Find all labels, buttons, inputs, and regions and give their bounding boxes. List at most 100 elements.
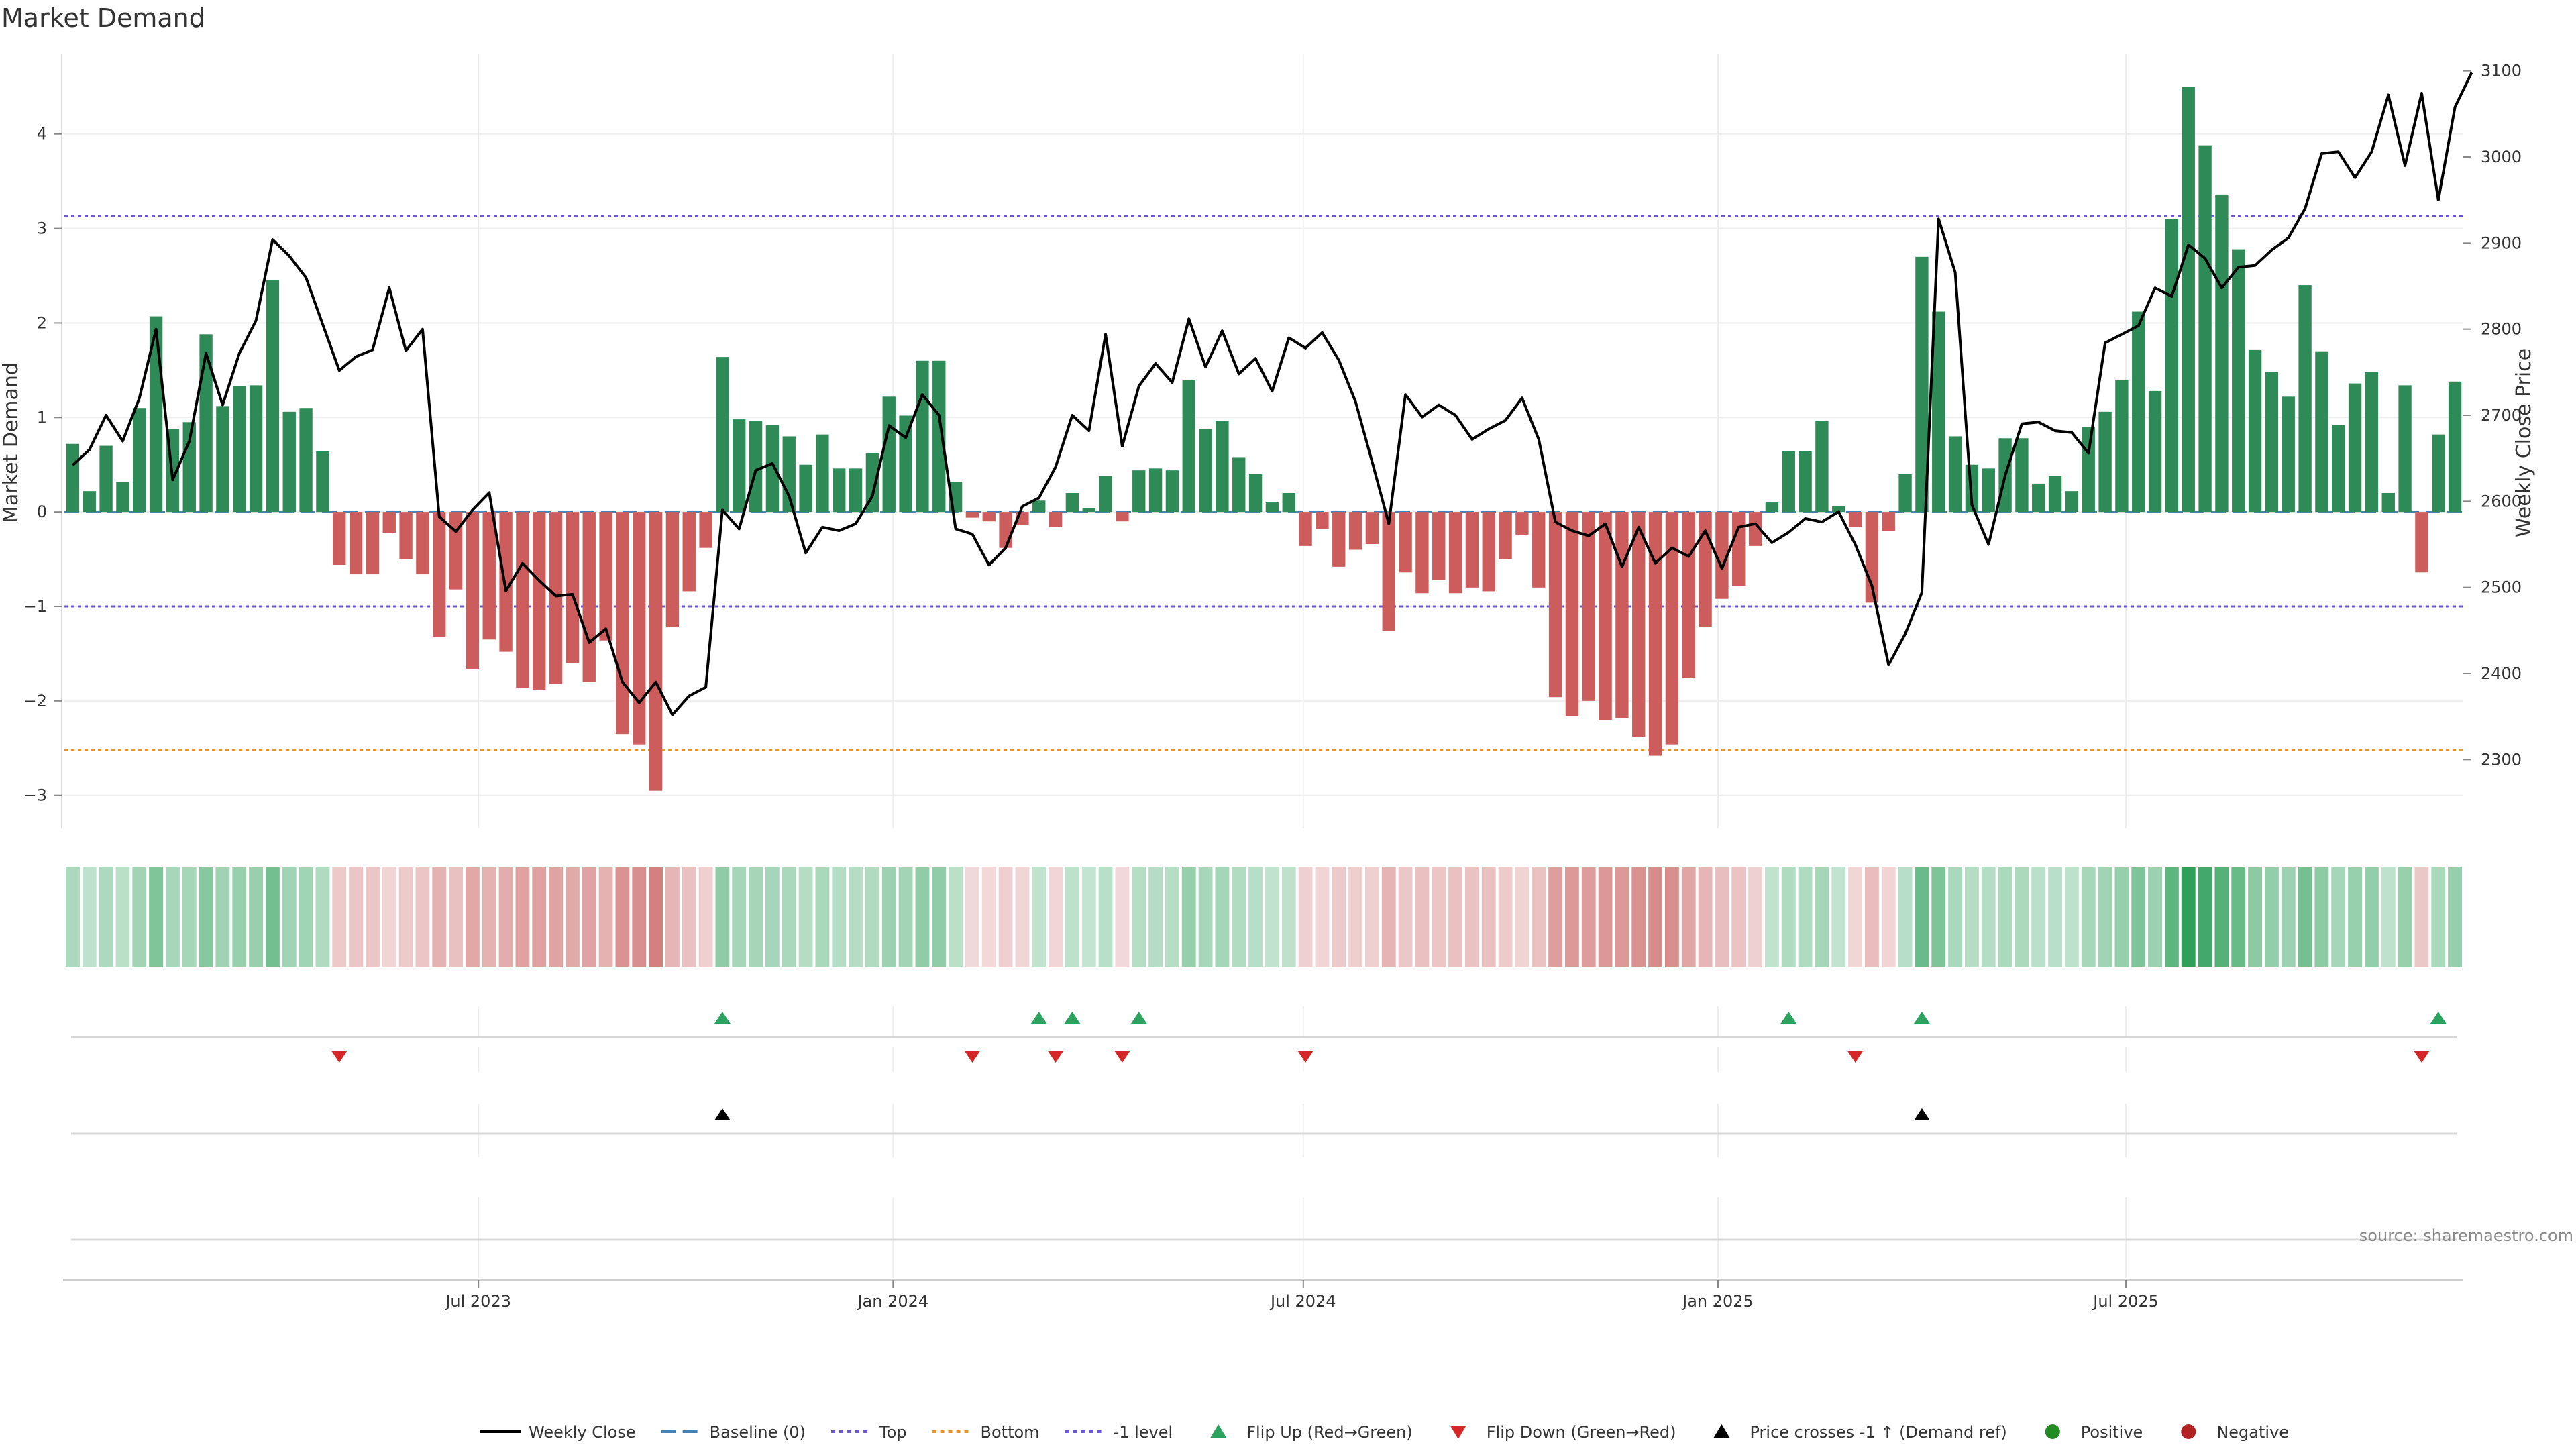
price-cross-marker xyxy=(1913,1108,1930,1120)
heat-cell xyxy=(2398,867,2412,967)
heat-cell xyxy=(915,867,930,967)
heat-cell xyxy=(1148,867,1163,967)
heat-cell xyxy=(215,867,230,967)
demand-bar xyxy=(1182,379,1195,513)
heat-cell xyxy=(432,867,447,967)
heat-cell xyxy=(1132,867,1146,967)
flip-up-marker xyxy=(1780,1012,1797,1024)
heat-cell xyxy=(1481,867,1496,967)
heat-cell xyxy=(1898,867,1913,967)
demand-bar xyxy=(1715,512,1729,599)
heat-cell xyxy=(2181,867,2196,967)
demand-bar xyxy=(2448,381,2462,513)
demand-bar xyxy=(1082,508,1095,513)
demand-bar xyxy=(1348,512,1362,550)
heat-cell xyxy=(782,867,796,967)
demand-bar xyxy=(83,491,96,513)
demand-bar xyxy=(616,512,629,735)
heat-cell xyxy=(849,867,863,967)
heat-cell xyxy=(1165,867,1179,967)
right-y-axis: 3100 3000 2900 2800 2700 2600 2500 2400 2300 xyxy=(2463,62,2522,769)
demand-bar xyxy=(2098,411,2112,513)
demand-bar xyxy=(1049,512,1063,527)
legend-item-bottom: Bottom xyxy=(932,1423,1040,1442)
demand-heat-strip xyxy=(65,867,2463,967)
heat-cell xyxy=(932,867,947,967)
heat-cell xyxy=(698,867,713,967)
demand-bar xyxy=(566,512,580,663)
heat-cell xyxy=(1648,867,1663,967)
demand-bar xyxy=(1299,512,1312,546)
demand-bar xyxy=(2248,349,2262,513)
heat-cell xyxy=(265,867,280,967)
heat-cell xyxy=(1581,867,1596,967)
legend-label: Negative xyxy=(2216,1423,2289,1442)
demand-bar xyxy=(1532,512,1546,588)
heat-cell xyxy=(649,867,663,967)
flip-up-marker xyxy=(1030,1012,1047,1024)
heat-cell xyxy=(249,867,264,967)
demand-bar xyxy=(2132,311,2145,513)
demand-bar xyxy=(1682,512,1695,679)
heat-cell xyxy=(815,867,830,967)
legend-swatch xyxy=(2181,1424,2196,1439)
demand-bar xyxy=(1265,502,1279,513)
demand-bar xyxy=(1365,512,1379,545)
heat-cell xyxy=(1181,867,1196,967)
heat-cell xyxy=(1931,867,1946,967)
demand-bar xyxy=(932,360,946,513)
heat-cell xyxy=(565,867,580,967)
demand-bar xyxy=(1765,502,1779,513)
heat-cell xyxy=(1332,867,1346,967)
demand-bar xyxy=(366,512,380,575)
demand-bar xyxy=(233,386,246,513)
right-tick-label: 3000 xyxy=(2481,148,2522,166)
right-tick-label: 2500 xyxy=(2481,578,2522,597)
demand-bar xyxy=(665,512,680,627)
demand-bar xyxy=(1132,470,1146,513)
heat-cell xyxy=(2198,867,2212,967)
left-tick-label: 3 xyxy=(37,219,47,238)
demand-bar xyxy=(2032,483,2045,513)
legend-item-baseline: Baseline (0) xyxy=(661,1423,806,1442)
demand-bar xyxy=(965,512,979,518)
left-axis-title: Market Demand xyxy=(0,362,23,523)
heat-cell xyxy=(798,867,813,967)
left-y-axis: 4 3 2 1 0 −1 −2 −3 xyxy=(23,54,62,828)
demand-bar xyxy=(1448,512,1462,594)
demand-bar xyxy=(1932,311,1945,513)
demand-bar xyxy=(1332,512,1346,567)
flip-up-marker xyxy=(1130,1012,1147,1024)
heat-cell xyxy=(1265,867,1279,967)
demand-bar xyxy=(2398,385,2412,513)
heat-cell xyxy=(498,867,513,967)
heat-cell xyxy=(1049,867,1063,967)
demand-bar xyxy=(1615,512,1629,718)
demand-bar xyxy=(1582,512,1595,701)
heat-cell xyxy=(865,867,879,967)
heat-cell xyxy=(1981,867,1996,967)
demand-bar xyxy=(1116,512,1129,522)
heat-cell xyxy=(1748,867,1763,967)
demand-bar xyxy=(2332,425,2345,513)
right-tick-label: 2300 xyxy=(2481,750,2522,769)
demand-bar xyxy=(2048,476,2062,513)
demand-bar xyxy=(2232,249,2245,513)
heat-cell xyxy=(1248,867,1263,967)
demand-bar xyxy=(1382,512,1395,631)
heat-cell xyxy=(2448,867,2463,967)
heat-cell xyxy=(1081,867,1096,967)
heat-cell xyxy=(182,867,197,967)
demand-bar xyxy=(882,396,896,513)
heat-cell xyxy=(465,867,480,967)
legend-label: Bottom xyxy=(981,1423,1040,1442)
right-tick-label: 2400 xyxy=(2481,664,2522,683)
legend-label: Price crosses -1 ↑ (Demand ref) xyxy=(1750,1423,2007,1442)
demand-bar xyxy=(2115,379,2129,513)
demand-bars xyxy=(66,87,2462,791)
heat-cell xyxy=(1464,867,1479,967)
heat-cell xyxy=(65,867,80,967)
heat-cell xyxy=(315,867,330,967)
demand-bar xyxy=(682,512,696,592)
demand-bar xyxy=(1748,512,1762,546)
